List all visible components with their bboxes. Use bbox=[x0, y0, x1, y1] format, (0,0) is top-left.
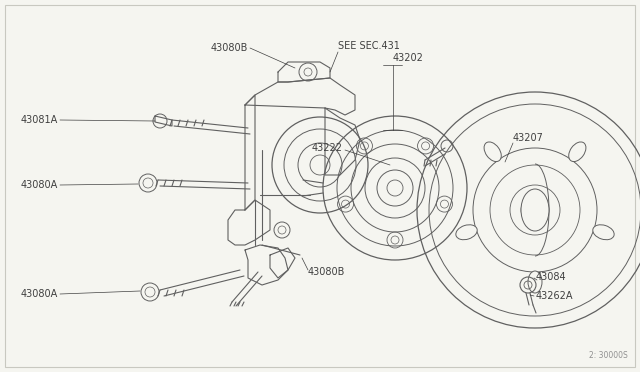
Text: 2: 30000S: 2: 30000S bbox=[589, 351, 628, 360]
Text: 43207: 43207 bbox=[513, 133, 544, 143]
Text: 43202: 43202 bbox=[393, 53, 424, 63]
Text: 43262A: 43262A bbox=[536, 291, 573, 301]
Ellipse shape bbox=[569, 142, 586, 161]
Ellipse shape bbox=[484, 142, 501, 161]
Text: 43222: 43222 bbox=[312, 143, 343, 153]
Ellipse shape bbox=[593, 225, 614, 240]
Text: 43080B: 43080B bbox=[308, 267, 346, 277]
Text: 43081A: 43081A bbox=[20, 115, 58, 125]
Text: 43080B: 43080B bbox=[211, 43, 248, 53]
Ellipse shape bbox=[521, 189, 549, 231]
Ellipse shape bbox=[528, 271, 542, 293]
Text: 43080A: 43080A bbox=[20, 180, 58, 190]
Ellipse shape bbox=[456, 225, 477, 240]
Text: SEE SEC.431: SEE SEC.431 bbox=[338, 41, 400, 51]
Text: 43080A: 43080A bbox=[20, 289, 58, 299]
Text: 43084: 43084 bbox=[536, 272, 566, 282]
